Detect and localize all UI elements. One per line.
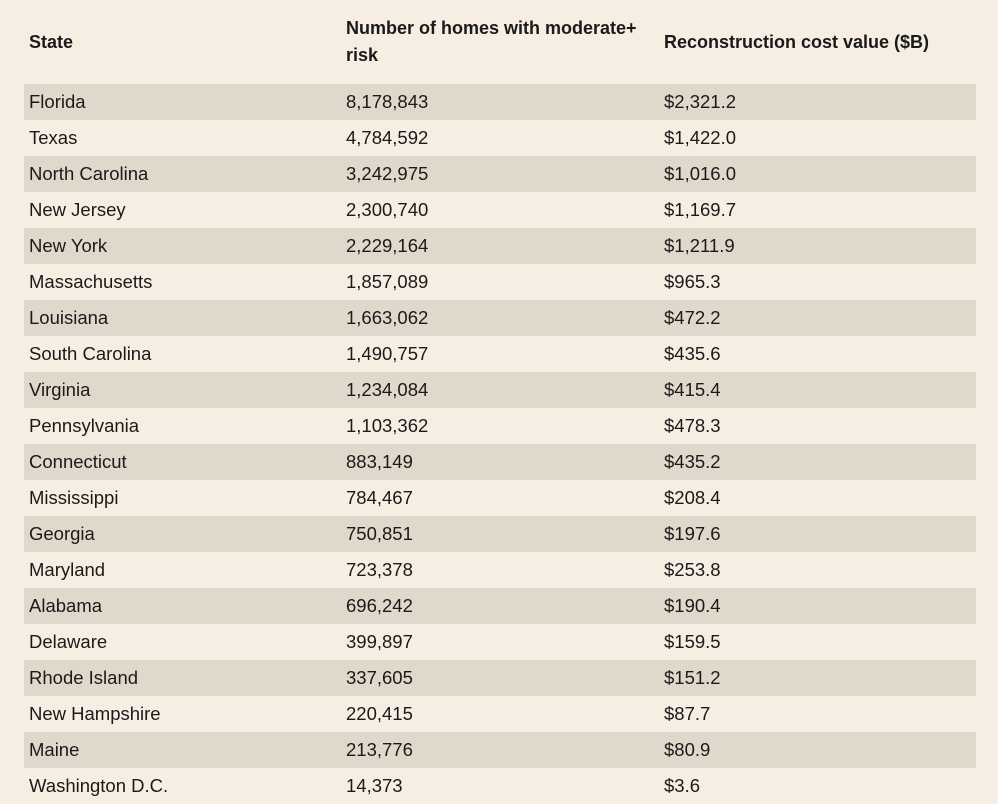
header-homes: Number of homes with moderate+ risk	[346, 18, 637, 65]
table-row: Texas 4,784,592 $1,422.0	[24, 120, 976, 156]
cell-homes: 883,149	[346, 451, 413, 472]
cell-state: Alabama	[29, 595, 103, 616]
cell-state: Mississippi	[29, 487, 119, 508]
cell-state: New York	[29, 235, 108, 256]
cell-homes: 399,897	[346, 631, 413, 652]
cell-cost: $159.5	[664, 631, 721, 652]
cell-homes: 784,467	[346, 487, 413, 508]
cell-cost: $151.2	[664, 667, 721, 688]
cell-cost: $80.9	[664, 739, 711, 760]
cell-state: North Carolina	[29, 163, 149, 184]
table-row: Massachusetts 1,857,089 $965.3	[24, 264, 976, 300]
cell-state: New Jersey	[29, 199, 126, 220]
table-row: Connecticut 883,149 $435.2	[24, 444, 976, 480]
cell-state: New Hampshire	[29, 703, 161, 724]
header-state: State	[29, 31, 74, 52]
cell-state: Louisiana	[29, 307, 109, 328]
cell-homes: 696,242	[346, 595, 413, 616]
cell-homes: 1,663,062	[346, 307, 429, 328]
cell-homes: 723,378	[346, 559, 413, 580]
table-row: New York 2,229,164 $1,211.9	[24, 228, 976, 264]
cell-state: Virginia	[29, 379, 91, 400]
cell-state: Maryland	[29, 559, 106, 580]
cell-cost: $415.4	[664, 379, 721, 400]
cell-homes: 2,229,164	[346, 235, 429, 256]
cell-homes: 337,605	[346, 667, 413, 688]
cell-homes: 1,103,362	[346, 415, 429, 436]
cell-homes: 8,178,843	[346, 91, 429, 112]
table-row: Virginia 1,234,084 $415.4	[24, 372, 976, 408]
cell-state: Delaware	[29, 631, 108, 652]
table-row: Rhode Island 337,605 $151.2	[24, 660, 976, 696]
cell-homes: 220,415	[346, 703, 413, 724]
table-row: Washington D.C. 14,373 $3.6	[24, 768, 976, 804]
cell-cost: $472.2	[664, 307, 721, 328]
cell-cost: $190.4	[664, 595, 721, 616]
cell-homes: 1,857,089	[346, 271, 429, 292]
table-row: South Carolina 1,490,757 $435.6	[24, 336, 976, 372]
table-row: Florida 8,178,843 $2,321.2	[24, 84, 976, 120]
cell-state: Connecticut	[29, 451, 127, 472]
cell-cost: $197.6	[664, 523, 721, 544]
table-row: New Jersey 2,300,740 $1,169.7	[24, 192, 976, 228]
cell-homes: 2,300,740	[346, 199, 429, 220]
header-cost: Reconstruction cost value ($B)	[664, 31, 930, 52]
table-row: Georgia 750,851 $197.6	[24, 516, 976, 552]
cell-state: Pennsylvania	[29, 415, 140, 436]
cell-cost: $87.7	[664, 703, 711, 724]
table-header: State Number of homes with moderate+ ris…	[24, 0, 976, 84]
cell-cost: $1,016.0	[664, 163, 737, 184]
cell-state: Rhode Island	[29, 667, 139, 688]
table-row: Maine 213,776 $80.9	[24, 732, 976, 768]
cell-state: Georgia	[29, 523, 95, 544]
table-row: North Carolina 3,242,975 $1,016.0	[24, 156, 976, 192]
cell-state: South Carolina	[29, 343, 152, 364]
cell-cost: $435.6	[664, 343, 721, 364]
cell-cost: $1,211.9	[664, 235, 735, 256]
cell-cost: $2,321.2	[664, 91, 737, 112]
cell-state: Maine	[29, 739, 80, 760]
cell-homes: 1,234,084	[346, 379, 429, 400]
cell-cost: $253.8	[664, 559, 721, 580]
cell-cost: $208.4	[664, 487, 721, 508]
cell-cost: $1,422.0	[664, 127, 737, 148]
cell-state: Texas	[29, 127, 78, 148]
cell-cost: $478.3	[664, 415, 721, 436]
cell-cost: $3.6	[664, 775, 701, 796]
cell-homes: 4,784,592	[346, 127, 429, 148]
table-body: Florida 8,178,843 $2,321.2 Texas 4,784,592 $1…	[24, 84, 976, 804]
cell-homes: 14,373	[346, 775, 403, 796]
cell-homes: 1,490,757	[346, 343, 429, 364]
cell-cost: $435.2	[664, 451, 721, 472]
cell-cost: $1,169.7	[664, 199, 737, 220]
table-row: Mississippi 784,467 $208.4	[24, 480, 976, 516]
cell-homes: 3,242,975	[346, 163, 429, 184]
cell-homes: 750,851	[346, 523, 413, 544]
cell-state: Massachusetts	[29, 271, 153, 292]
cell-state: Florida	[29, 91, 86, 112]
table-row: Louisiana 1,663,062 $472.2	[24, 300, 976, 336]
table-row: Alabama 696,242 $190.4	[24, 588, 976, 624]
cell-cost: $965.3	[664, 271, 721, 292]
cell-homes: 213,776	[346, 739, 413, 760]
table-row: New Hampshire 220,415 $87.7	[24, 696, 976, 732]
table-row: Maryland 723,378 $253.8	[24, 552, 976, 588]
table-row: Delaware 399,897 $159.5	[24, 624, 976, 660]
table-row: Pennsylvania 1,103,362 $478.3	[24, 408, 976, 444]
cell-state: Washington D.C.	[29, 775, 169, 796]
